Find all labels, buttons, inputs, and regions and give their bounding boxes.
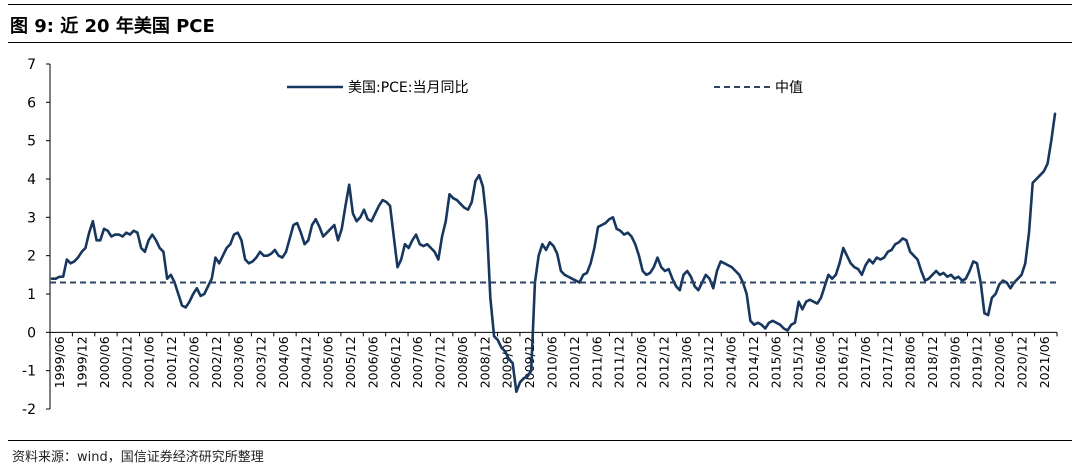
x-tick-label: 2020/12	[1014, 336, 1029, 388]
y-tick-label: 5	[27, 134, 36, 150]
x-tick-label: 2012/06	[634, 336, 649, 388]
legend-label-median: 中值	[775, 80, 803, 96]
x-tick-label: 2004/06	[276, 336, 291, 388]
x-tick-label: 2020/06	[992, 336, 1007, 388]
x-tick-label: 2006/06	[365, 336, 380, 388]
x-tick-label: 2000/12	[119, 336, 134, 388]
x-tick-label: 2008/06	[455, 336, 470, 388]
x-tick-label: 2005/12	[343, 336, 358, 388]
title-rule	[8, 42, 1072, 43]
x-tick-label: 2019/12	[970, 336, 985, 388]
x-tick-label: 2015/06	[768, 336, 783, 388]
x-tick-label: 2013/12	[701, 336, 716, 388]
x-tick-label: 2019/06	[947, 336, 962, 388]
x-tick-label: 2009/12	[522, 336, 537, 388]
y-tick-label: 4	[27, 172, 36, 188]
x-tick-label: 1999/06	[52, 336, 67, 388]
y-tick-label: -2	[22, 402, 36, 418]
x-tick-label: 2001/12	[164, 336, 179, 388]
x-tick-label: 2001/06	[142, 336, 157, 388]
x-tick-label: 2000/06	[97, 336, 112, 388]
pce-yoy-series-line	[50, 112, 1057, 394]
y-tick-label: 6	[27, 95, 36, 111]
x-tick-label: 2017/06	[858, 336, 873, 388]
x-tick-label: 2005/06	[321, 336, 336, 388]
pce-line-chart: -2 -1 0 1 2 3 4 5 6 7 1999/06 1999/12 2000/06 2000/12…	[22, 57, 1058, 418]
y-tick-label: 3	[27, 210, 36, 226]
x-tick-label: 2012/12	[656, 336, 671, 388]
x-tick-label: 2002/06	[186, 336, 201, 388]
x-tick-label: 2021/06	[1037, 336, 1052, 388]
x-tick-label: 2002/12	[209, 336, 224, 388]
y-tick-label: 1	[27, 287, 36, 303]
x-tick-label: 1999/12	[75, 336, 90, 388]
legend-label-pce: 美国:PCE:当月同比	[348, 80, 469, 96]
x-tick-label: 2003/06	[231, 336, 246, 388]
x-tick-label: 2014/12	[746, 336, 761, 388]
x-tick-label: 2010/06	[545, 336, 560, 388]
x-tick-label: 2011/12	[612, 336, 627, 388]
figure-title: 图 9: 近 20 年美国 PCE	[10, 16, 215, 37]
y-tick-label: 0	[27, 325, 36, 341]
x-tick-label: 2011/06	[589, 336, 604, 388]
y-tick-label: 7	[27, 57, 36, 73]
bottom-rule	[8, 440, 1072, 441]
y-tick-label: 2	[27, 249, 36, 265]
x-tick-label: 2017/12	[880, 336, 895, 388]
source-note: 资料来源：wind，国信证券经济研究所整理	[12, 450, 264, 465]
x-tick-label: 2004/12	[298, 336, 313, 388]
x-tick-label: 2006/12	[388, 336, 403, 388]
x-tick-label: 2018/12	[925, 336, 940, 388]
x-tick-label: 2014/06	[724, 336, 739, 388]
x-tick-label: 2010/12	[567, 336, 582, 388]
x-tick-label: 2018/06	[903, 336, 918, 388]
x-tick-label: 2007/12	[433, 336, 448, 388]
x-tick-label: 2007/06	[410, 336, 425, 388]
x-tick-label: 2008/12	[477, 336, 492, 388]
y-tick-label: -1	[22, 364, 36, 380]
figure-header: 图 9: 近 20 年美国 PCE	[0, 0, 1080, 42]
x-tick-label: 2013/06	[679, 336, 694, 388]
x-tick-label: 2015/12	[791, 336, 806, 388]
x-tick-label: 2016/12	[835, 336, 850, 388]
top-rule	[8, 4, 1072, 5]
x-tick-label: 2003/12	[254, 336, 269, 388]
x-tick-label: 2016/06	[813, 336, 828, 388]
